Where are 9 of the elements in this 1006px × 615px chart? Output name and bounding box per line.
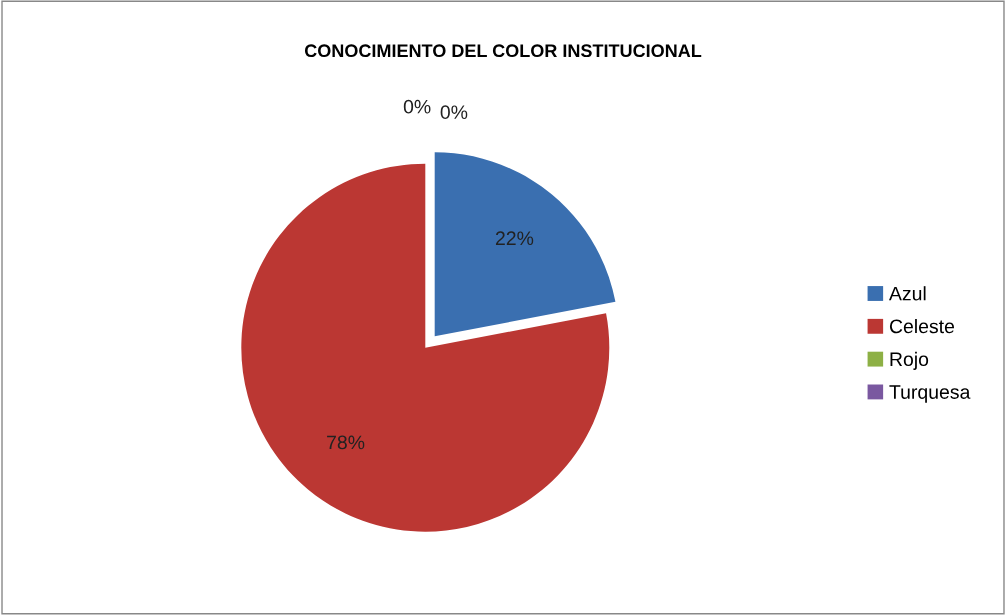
legend-label: Azul xyxy=(889,286,926,301)
chart-title: CONOCIMIENTO DEL COLOR INSTITUCIONAL xyxy=(304,44,702,58)
text: 0% xyxy=(403,99,431,114)
text: 0% xyxy=(440,105,468,120)
legend-label: Celeste xyxy=(889,318,955,334)
data-label: 22% xyxy=(495,231,534,246)
legend-label: Turquesa xyxy=(889,385,971,403)
legend-label: Rojo xyxy=(890,351,929,370)
data-label: 78% xyxy=(327,435,365,450)
